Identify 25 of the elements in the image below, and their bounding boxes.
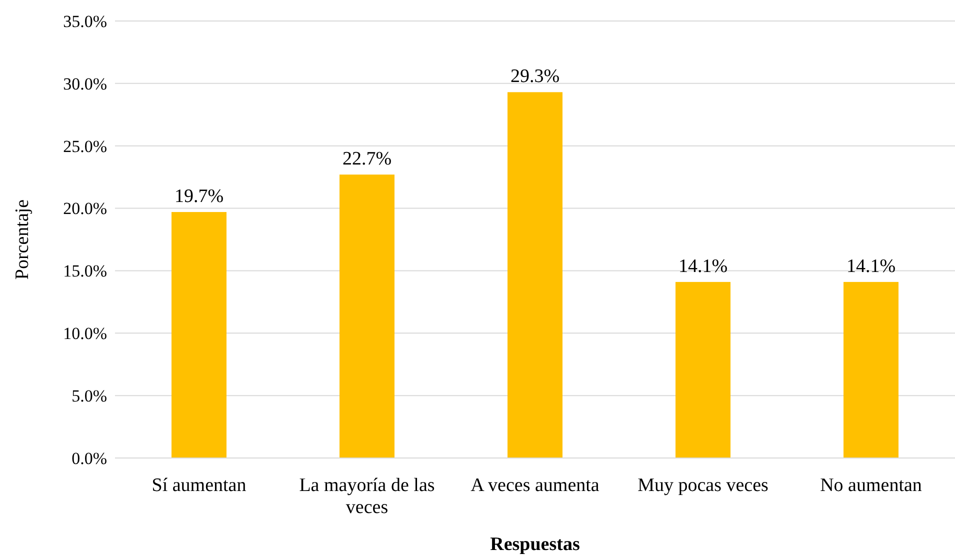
x-tick-label: No aumentan <box>820 475 922 496</box>
bar <box>340 174 394 458</box>
y-tick-label: 20.0% <box>63 199 107 218</box>
data-label: 14.1% <box>678 256 728 277</box>
x-tick-label: A veces aumenta <box>470 475 600 496</box>
bar <box>508 92 562 458</box>
x-axis-title: Respuestas <box>490 534 580 555</box>
y-tick-label: 15.0% <box>63 262 107 281</box>
y-tick-label: 25.0% <box>63 136 107 156</box>
x-tick-label: Muy pocas veces <box>638 475 768 496</box>
data-label: 22.7% <box>342 148 392 170</box>
y-tick-label: 10.0% <box>63 324 107 344</box>
y-axis-title: Porcentaje <box>12 199 33 280</box>
y-tick-label: 0.0% <box>72 448 107 468</box>
x-tick-label: Sí aumentan <box>152 475 247 496</box>
y-tick-label: 35.0% <box>63 12 107 31</box>
bar <box>844 282 898 458</box>
data-label: 29.3% <box>510 66 560 88</box>
x-tick-label: La mayoría de las veces <box>299 475 435 518</box>
y-tick-label: 30.0% <box>63 74 107 94</box>
bar <box>172 212 226 458</box>
data-label: 19.7% <box>174 186 224 208</box>
data-label: 14.1% <box>846 256 896 277</box>
bar <box>676 282 730 458</box>
y-tick-label: 5.0% <box>72 386 107 406</box>
